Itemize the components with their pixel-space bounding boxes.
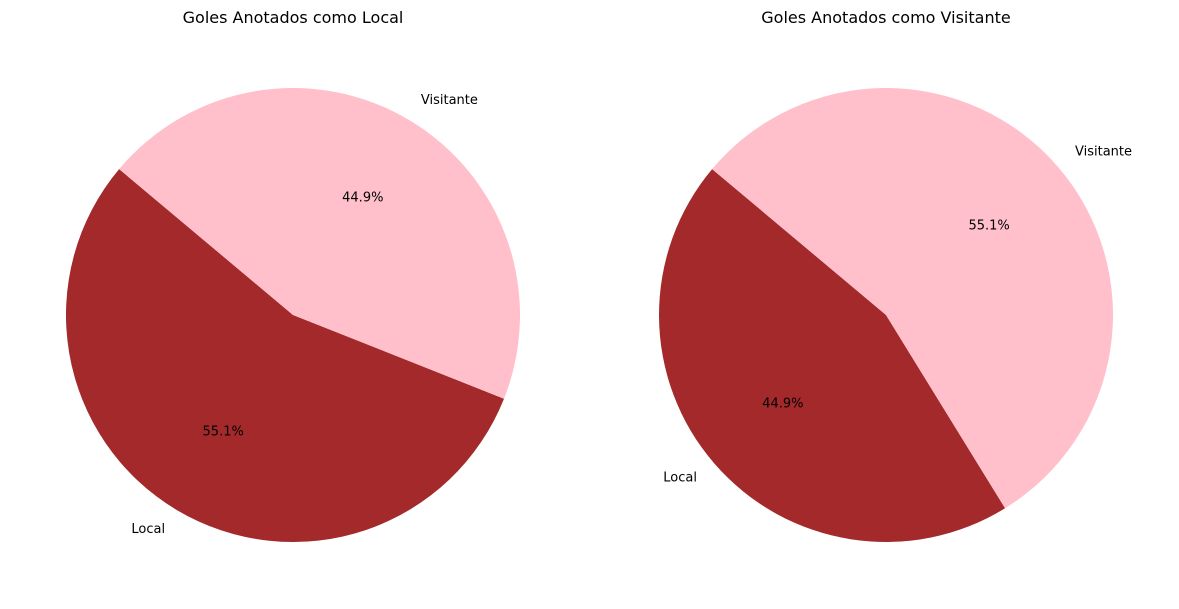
slice-label: Local (131, 522, 165, 537)
pie-slice-local (65, 169, 504, 543)
pie-chart-local: Goles Anotados como Local Local 55.1% Visi… (65, 8, 520, 543)
slice-label: Local (663, 471, 697, 486)
pie-slice-local (659, 169, 1006, 542)
slice-percentage-label: 55.1% (203, 425, 244, 440)
chart-title: Goles Anotados como Local (183, 8, 404, 27)
pie-slice-visitante (119, 88, 520, 399)
slice-label: Visitante (1075, 144, 1132, 159)
pie-chart-visitante: Goles Anotados como Visitante Local 44.9%… (659, 8, 1132, 542)
slice-percentage-label: 55.1% (968, 219, 1009, 234)
slice-percentage-label: 44.9% (762, 397, 803, 412)
pie-slice-visitante (712, 87, 1114, 509)
slice-label: Visitante (421, 93, 478, 108)
slice-percentage-label: 44.9% (342, 191, 383, 206)
chart-title: Goles Anotados como Visitante (761, 8, 1010, 27)
